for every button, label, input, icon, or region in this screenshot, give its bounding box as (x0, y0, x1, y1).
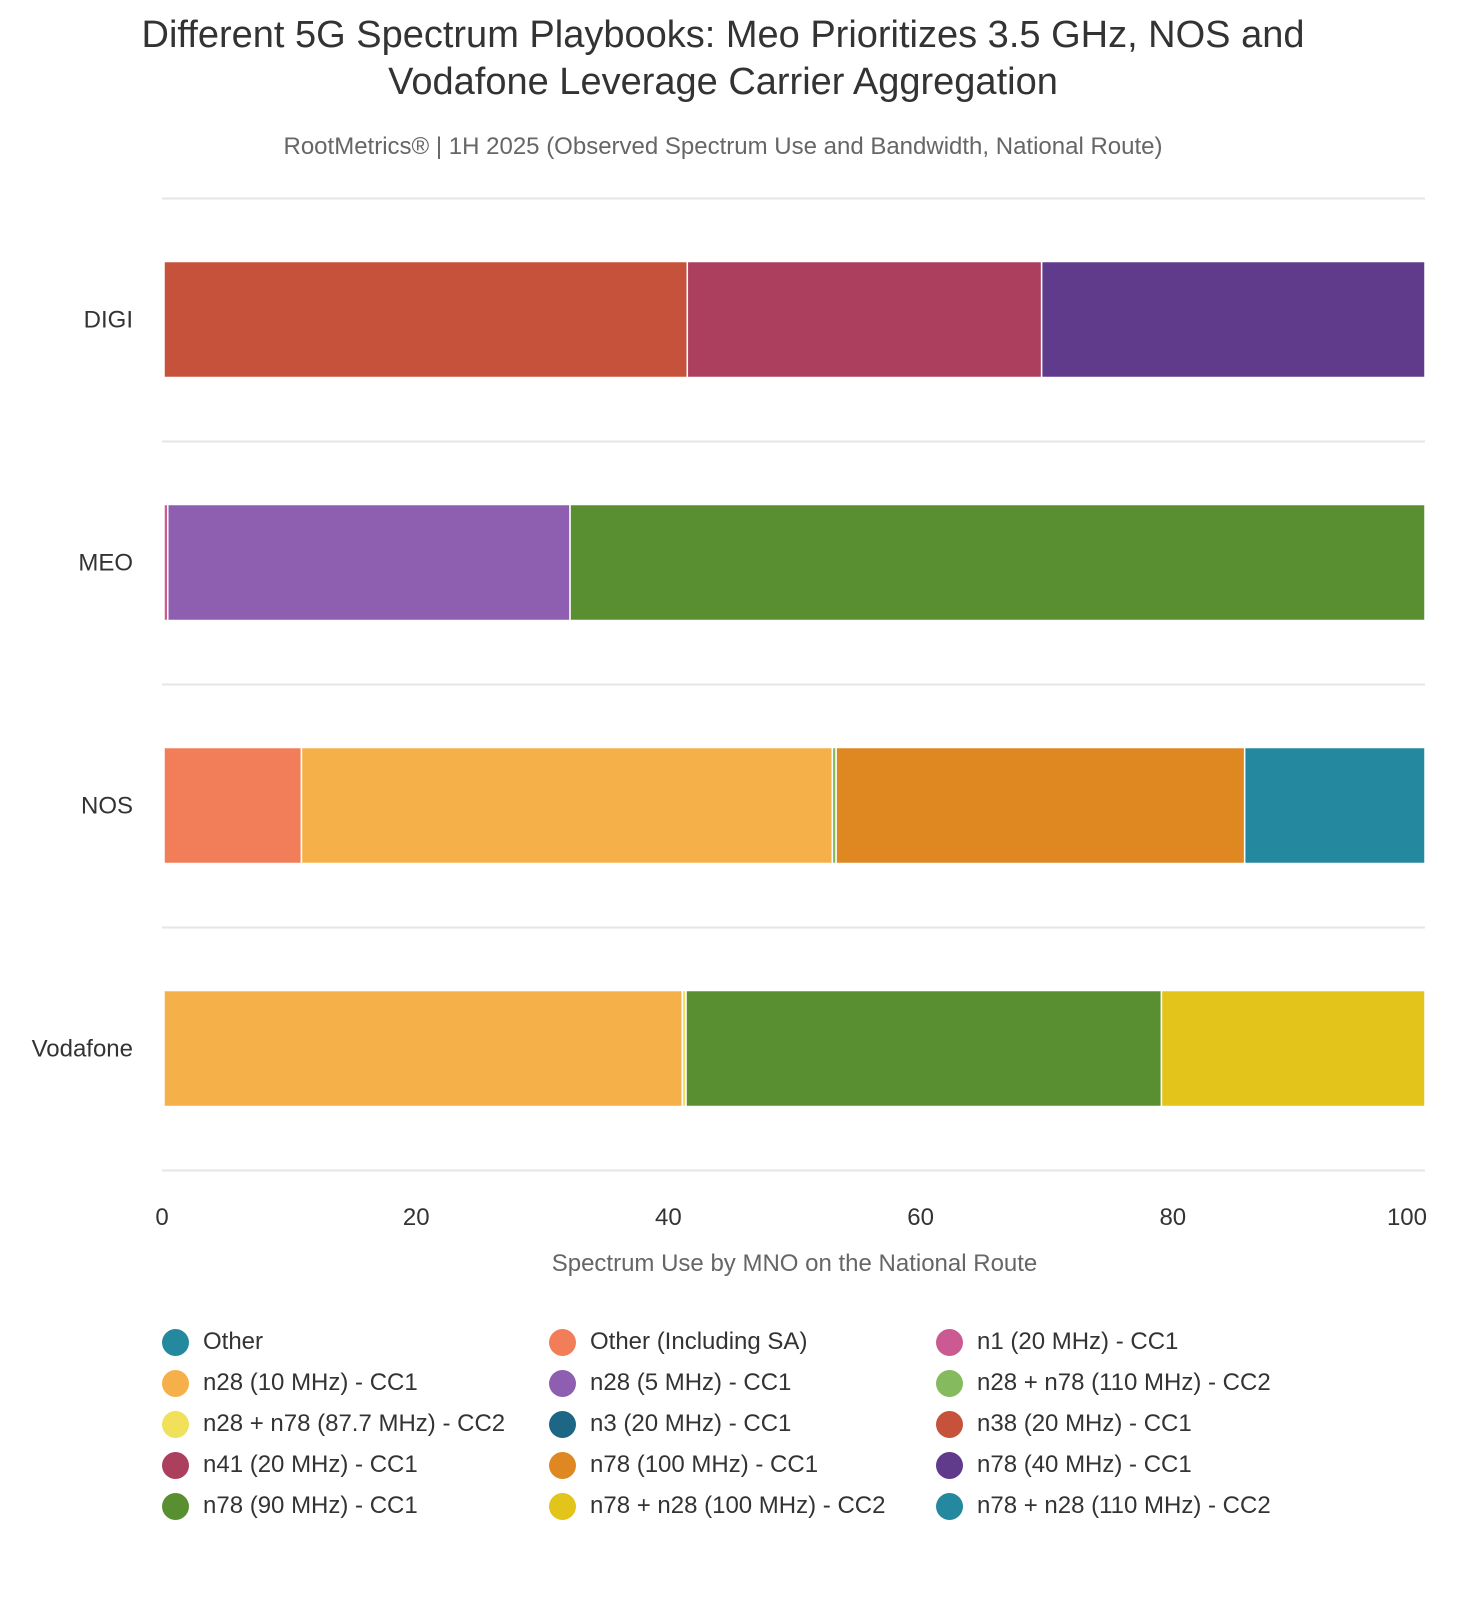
x-tick-label: 80 (1159, 1204, 1186, 1231)
legend-label: n28 (5 MHz) - CC1 (590, 1369, 792, 1396)
bars (163, 260, 1426, 1108)
x-tick-label: 20 (403, 1204, 430, 1231)
legend-label: n78 + n28 (110 MHz) - CC2 (977, 1492, 1271, 1519)
chart-subtitle: RootMetrics® | 1H 2025 (Observed Spectru… (283, 133, 1163, 160)
bar-segment[interactable] (835, 746, 1246, 865)
legend-swatch-icon (549, 1410, 576, 1438)
bar-segment[interactable] (1243, 746, 1426, 865)
legend: Other Other (Including SA) n1 (20 MHz) - C… (162, 1326, 1342, 1522)
x-tick-label: 0 (155, 1204, 168, 1231)
bar-segment[interactable] (167, 503, 571, 622)
legend-swatch-icon (936, 1451, 963, 1479)
legend-item[interactable]: n28 + n78 (87.7 MHz) - CC2 (162, 1408, 549, 1440)
legend-swatch-icon (162, 1369, 189, 1397)
legend-swatch-icon (549, 1492, 576, 1520)
legend-label: Other (203, 1328, 264, 1355)
legend-item[interactable]: Other (Including SA) (549, 1326, 936, 1358)
legend-item[interactable]: n78 (90 MHz) - CC1 (162, 1490, 549, 1522)
legend-swatch-icon (162, 1492, 189, 1520)
legend-swatch-icon (162, 1328, 189, 1356)
category-labels: DIGI MEO NOS Vodafone (32, 307, 133, 1063)
chart-title: Different 5G Spectrum Playbooks: Meo Pri… (0, 12, 1446, 106)
legend-item[interactable]: n28 (10 MHz) - CC1 (162, 1367, 549, 1399)
x-tick-label: 60 (907, 1204, 934, 1231)
legend-item[interactable]: n78 (100 MHz) - CC1 (549, 1449, 936, 1481)
legend-label: n38 (20 MHz) - CC1 (977, 1410, 1192, 1437)
legend-swatch-icon (549, 1369, 576, 1397)
bar-segment[interactable] (300, 746, 834, 865)
bar-segment[interactable] (686, 260, 1043, 379)
legend-item[interactable]: n78 + n28 (110 MHz) - CC2 (936, 1490, 1336, 1522)
legend-label: n78 (100 MHz) - CC1 (590, 1451, 819, 1478)
bar-segment[interactable] (1160, 989, 1426, 1108)
category-label: NOS (81, 793, 133, 820)
legend-item[interactable]: n38 (20 MHz) - CC1 (936, 1408, 1336, 1440)
category-label: MEO (78, 550, 133, 577)
bar-segment[interactable] (1040, 260, 1426, 379)
legend-label: n28 + n78 (87.7 MHz) - CC2 (203, 1410, 506, 1437)
bar-segment[interactable] (569, 503, 1426, 622)
legend-label: n41 (20 MHz) - CC1 (203, 1451, 418, 1478)
gridlines (162, 197, 1425, 1172)
x-axis-ticks: 0 20 40 60 80 100 (155, 1204, 1427, 1231)
bar-segment[interactable] (163, 746, 303, 865)
legend-label: n28 (10 MHz) - CC1 (203, 1369, 418, 1396)
legend-item[interactable]: n1 (20 MHz) - CC1 (936, 1326, 1336, 1358)
legend-label: Other (Including SA) (590, 1328, 808, 1355)
legend-item[interactable]: n41 (20 MHz) - CC1 (162, 1449, 549, 1481)
x-tick-label: 40 (655, 1204, 682, 1231)
bar-segment[interactable] (685, 989, 1163, 1108)
legend-item[interactable]: n3 (20 MHz) - CC1 (549, 1408, 936, 1440)
legend-label: n78 (40 MHz) - CC1 (977, 1451, 1192, 1478)
x-axis-title: Spectrum Use by MNO on the National Rout… (551, 1250, 1038, 1277)
legend-item[interactable]: n28 (5 MHz) - CC1 (549, 1367, 936, 1399)
legend-item[interactable]: n78 (40 MHz) - CC1 (936, 1449, 1336, 1481)
legend-swatch-icon (549, 1328, 576, 1356)
legend-swatch-icon (162, 1451, 189, 1479)
chart-title-line-2: Vodafone Leverage Carrier Aggregation (388, 61, 1058, 103)
legend-item[interactable]: n28 + n78 (110 MHz) - CC2 (936, 1367, 1336, 1399)
legend-swatch-icon (549, 1451, 576, 1479)
legend-item[interactable]: n78 + n28 (100 MHz) - CC2 (549, 1490, 936, 1522)
legend-swatch-icon (936, 1369, 963, 1397)
legend-label: n1 (20 MHz) - CC1 (977, 1328, 1179, 1355)
category-label: Vodafone (32, 1036, 133, 1063)
legend-swatch-icon (936, 1492, 963, 1520)
chart-title-line-1: Different 5G Spectrum Playbooks: Meo Pri… (141, 14, 1305, 56)
legend-label: n28 + n78 (110 MHz) - CC2 (977, 1369, 1271, 1396)
legend-swatch-icon (936, 1328, 963, 1356)
x-tick-label: 100 (1387, 1204, 1427, 1231)
legend-label: n78 (90 MHz) - CC1 (203, 1492, 418, 1519)
bar-chart: DIGI MEO NOS Vodafone 0 20 40 60 80 100 (32, 197, 1427, 1231)
bar-segment[interactable] (163, 260, 689, 379)
category-label: DIGI (84, 307, 133, 334)
legend-swatch-icon (162, 1410, 189, 1438)
legend-swatch-icon (936, 1410, 963, 1438)
legend-label: n3 (20 MHz) - CC1 (590, 1410, 792, 1437)
bar-segment[interactable] (163, 989, 684, 1108)
legend-item[interactable]: Other (162, 1326, 549, 1358)
legend-label: n78 + n28 (100 MHz) - CC2 (590, 1492, 886, 1519)
